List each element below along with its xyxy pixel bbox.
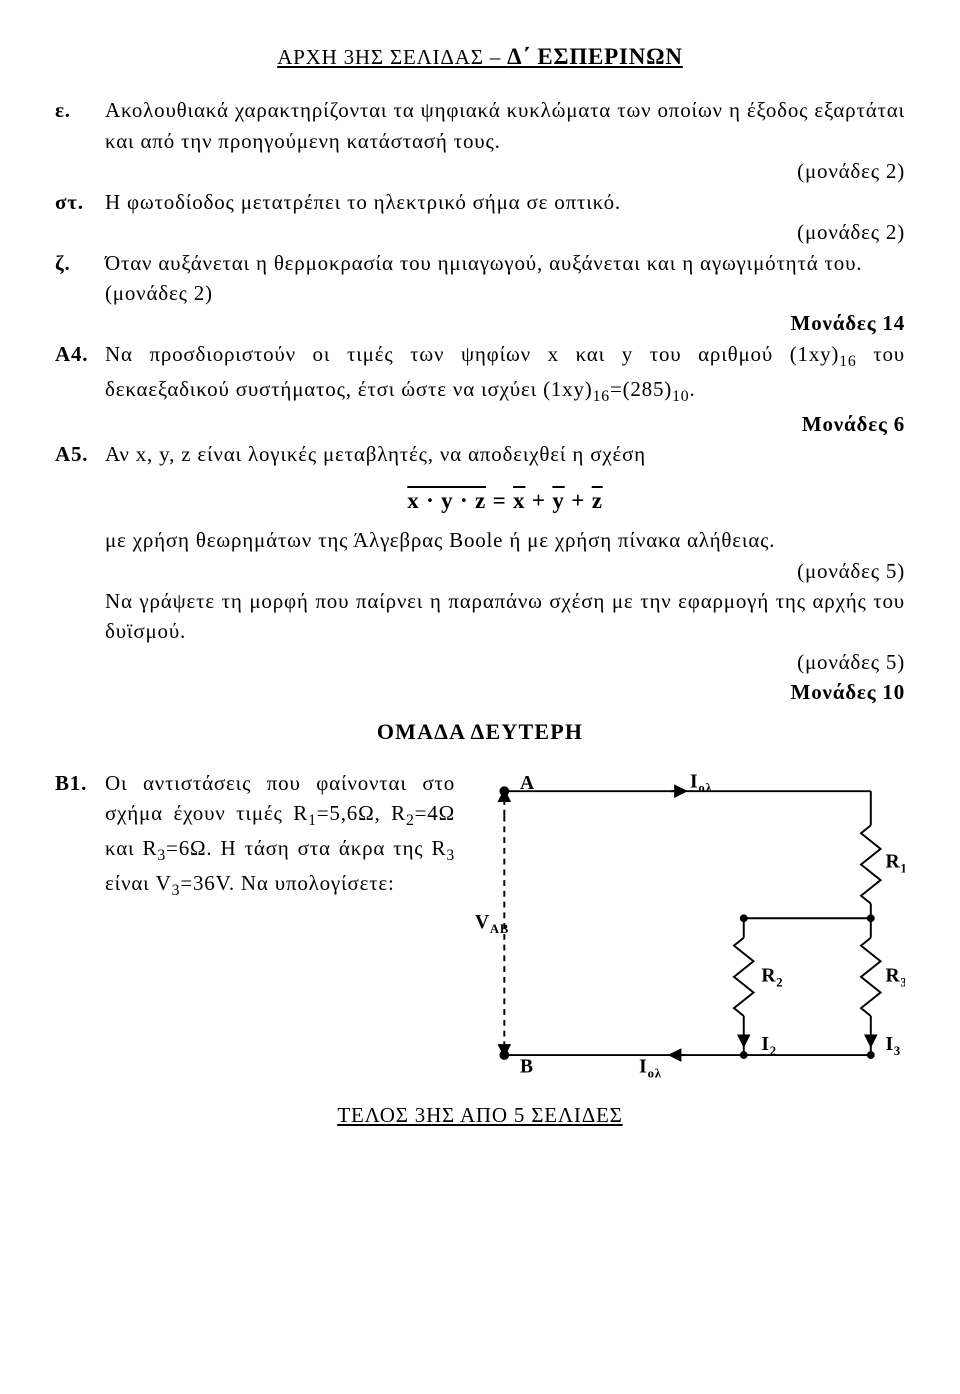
item-a4: Α4. Να προσδιοριστούν οι τιμές των ψηφίω… (55, 339, 905, 439)
a5-part2: Να γράψετε τη μορφή που παίρνει η παραπά… (105, 589, 905, 643)
marker-e: ε. (55, 95, 105, 186)
a5-intro: Αν x, y, z είναι λογικές μεταβλητές, να … (105, 442, 646, 466)
text-e: Ακολουθιακά χαρακτηρίζονται τα ψηφιακά κ… (105, 98, 905, 152)
a4-text: Να προσδιοριστούν οι τιμές των ψηφίων x … (105, 342, 905, 401)
section-2-title: ΟΜΑΔΑ ΔΕΥΤΕΡΗ (55, 716, 905, 748)
total-z: Μονάδες 14 (105, 308, 905, 338)
label-R3: R3 (885, 965, 905, 989)
marker-a4: Α4. (55, 339, 105, 439)
label-Iol-bot: Iολ (639, 1056, 662, 1080)
marker-a5: Α5. (55, 439, 105, 525)
label-A: A (520, 773, 535, 794)
b1-text: Οι αντιστάσεις που φαίνονται στο σχήμα έ… (105, 768, 455, 903)
marker-st: στ. (55, 187, 105, 248)
points-z: (μονάδες 2) (105, 278, 213, 308)
item-st: στ. Η φωτοδίοδος μετατρέπει το ηλεκτρικό… (55, 187, 905, 248)
a5-points2: (μονάδες 5) (105, 647, 905, 677)
marker-z: ζ. (55, 248, 105, 339)
points-e: (μονάδες 2) (105, 156, 905, 186)
header-right: Δ΄ ΕΣΠΕΡΙΝΩΝ (507, 44, 683, 69)
a5-continuation: με χρήση θεωρημάτων της Άλγεβρας Boole ή… (105, 525, 905, 708)
a5-part1: με χρήση θεωρημάτων της Άλγεβρας Boole ή… (105, 528, 775, 552)
text-z: Όταν αυξάνεται η θερμοκρασία του ημιαγωγ… (105, 251, 862, 275)
text-st: Η φωτοδίοδος μετατρέπει το ηλεκτρικό σήμ… (105, 190, 621, 214)
label-I3: I3 (885, 1034, 901, 1058)
points-st: (μονάδες 2) (105, 217, 905, 247)
marker-b1: Β1. (55, 768, 105, 1088)
circuit-diagram: A B VAB Iολ Iολ R1 R2 R3 I2 I3 (475, 768, 905, 1088)
a5-formula: x · y · z = x + y + z (105, 470, 905, 525)
label-B: B (520, 1056, 534, 1077)
item-z: ζ. Όταν αυξάνεται η θερμοκρασία του ημια… (55, 248, 905, 339)
a5-points1: (μονάδες 5) (105, 556, 905, 586)
page-header: ΑΡΧΗ 3ΗΣ ΣΕΛΙΔΑΣ – Δ΄ ΕΣΠΕΡΙΝΩΝ (55, 40, 905, 73)
item-b1: Β1. Οι αντιστάσεις που φαίνονται στο σχή… (55, 768, 905, 1088)
page-footer: ΤΕΛΟΣ 3ΗΣ ΑΠΟ 5 ΣΕΛΙΔΕΣ (55, 1100, 905, 1130)
item-e: ε. Ακολουθιακά χαρακτηρίζονται τα ψηφιακ… (55, 95, 905, 186)
total-a4: Μονάδες 6 (105, 409, 905, 439)
label-R2: R2 (761, 965, 783, 989)
item-a5: Α5. Αν x, y, z είναι λογικές μεταβλητές,… (55, 439, 905, 525)
a5-total: Μονάδες 10 (105, 677, 905, 707)
header-left: ΑΡΧΗ 3ΗΣ ΣΕΛΙΔΑΣ – (277, 45, 507, 69)
label-Iol-top: Iολ (690, 771, 713, 795)
label-I2: I2 (761, 1034, 777, 1058)
label-R1: R1 (885, 851, 905, 875)
